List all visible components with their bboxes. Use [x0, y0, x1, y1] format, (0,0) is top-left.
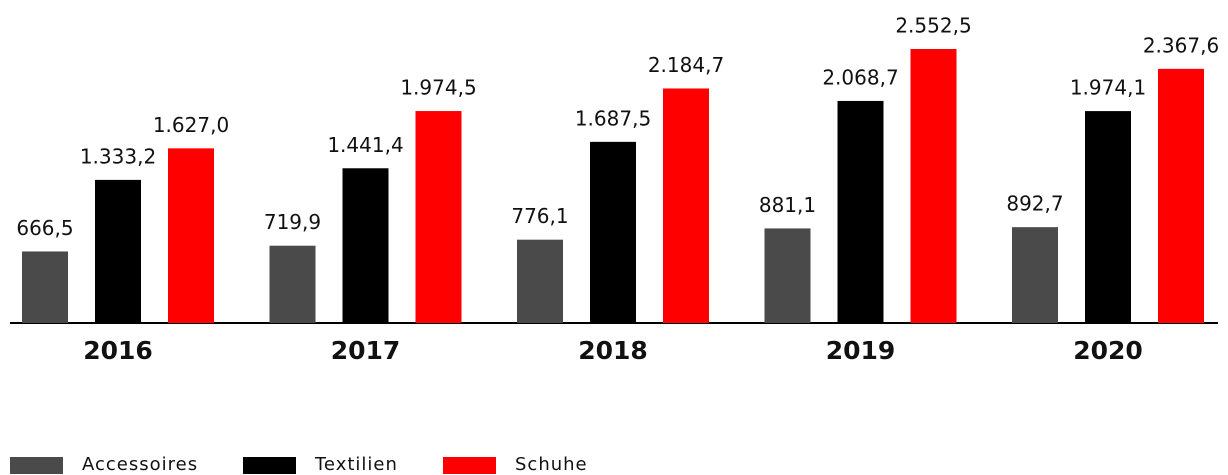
- bar: [342, 168, 389, 323]
- data-label: 1.627,0: [153, 113, 229, 137]
- x-tick-label: 2020: [1073, 336, 1143, 365]
- x-tick-label: 2018: [578, 336, 648, 365]
- data-label: 776,1: [511, 204, 568, 228]
- data-label: 666,5: [16, 216, 73, 240]
- legend-label: Schuhe: [515, 454, 588, 475]
- bar: [415, 111, 462, 323]
- data-label: 881,1: [759, 193, 816, 217]
- legend-label: Textilien: [314, 454, 398, 475]
- legend-swatch: [10, 457, 63, 474]
- bar: [269, 245, 316, 323]
- bar: [1158, 68, 1204, 323]
- data-label: 2.552,5: [895, 14, 971, 38]
- bar: [764, 228, 811, 323]
- bar: [168, 148, 214, 323]
- bar: [663, 88, 709, 323]
- data-label: 2.068,7: [822, 65, 898, 89]
- legend-label: Accessoires: [82, 454, 198, 475]
- data-label: 2.367,6: [1143, 33, 1219, 57]
- x-tick-label: 2016: [83, 336, 153, 365]
- data-label: 2.184,7: [648, 53, 724, 77]
- legend-swatch: [243, 457, 296, 474]
- data-label: 1.687,5: [575, 106, 651, 130]
- x-tick-label: 2017: [331, 336, 401, 365]
- data-label: 1.333,2: [80, 144, 156, 168]
- data-label: 719,9: [264, 210, 321, 234]
- bar: [1012, 227, 1058, 323]
- bar: [22, 251, 68, 323]
- data-label: 1.974,1: [1070, 76, 1146, 100]
- data-label: 892,7: [1006, 192, 1063, 216]
- bar: [1085, 111, 1131, 323]
- bar: [837, 100, 884, 323]
- x-tick-label: 2019: [826, 336, 896, 365]
- data-label: 1.441,4: [327, 133, 403, 157]
- bar: [590, 141, 636, 323]
- bar: [910, 49, 957, 323]
- bar: [517, 239, 563, 323]
- bar: [95, 179, 141, 323]
- data-label: 1.974,5: [400, 76, 476, 100]
- legend-swatch: [443, 457, 496, 474]
